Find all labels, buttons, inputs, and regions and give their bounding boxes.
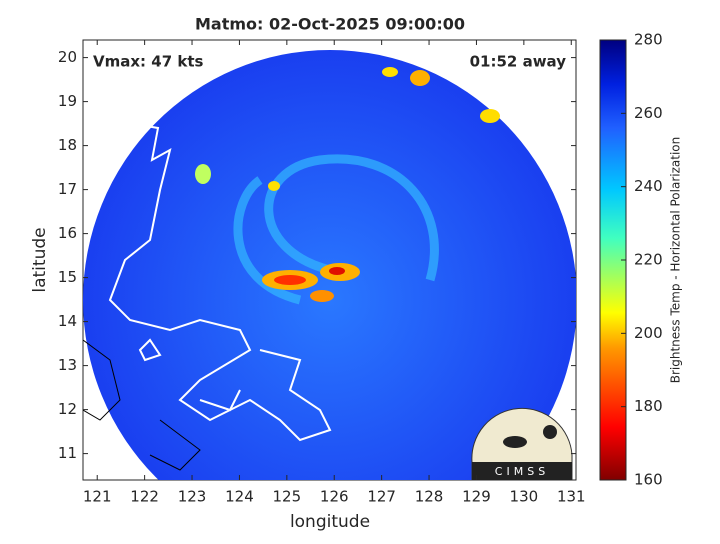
y-tick-label: 17 <box>58 180 77 198</box>
colorbar-tick-label: 240 <box>634 177 663 195</box>
logo: CIMSS <box>471 407 573 480</box>
x-tick-label: 127 <box>367 488 396 506</box>
x-tick-label: 129 <box>462 488 491 506</box>
colorbar-label: Brightness Temp - Horizontal Polarizatio… <box>669 137 683 384</box>
colorbar-tick-label: 180 <box>634 397 663 415</box>
y-axis-label: latitude <box>30 227 50 292</box>
title: Matmo: 02-Oct-2025 09:00:00 <box>195 15 465 34</box>
imagery: CIMSS <box>83 50 576 480</box>
y-tick-label: 11 <box>58 444 77 462</box>
x-tick-label: 121 <box>83 488 112 506</box>
x-tick-label: 125 <box>273 488 302 506</box>
colorbar-tick-label: 280 <box>634 31 663 49</box>
colorbar-tick-label: 160 <box>634 471 663 489</box>
y-tick-label: 18 <box>58 136 77 154</box>
y-tick-label: 13 <box>58 356 77 374</box>
y-tick-label: 14 <box>58 312 77 330</box>
x-tick-label: 122 <box>130 488 159 506</box>
x-tick-label: 126 <box>320 488 349 506</box>
x-tick-label: 123 <box>178 488 207 506</box>
logo-text: CIMSS <box>495 465 549 478</box>
y-tick-label: 19 <box>58 92 77 110</box>
annotation: Vmax: 47 kts <box>93 53 203 71</box>
coastline <box>84 119 332 442</box>
y-tick-label: 20 <box>58 48 77 66</box>
y-tick-label: 16 <box>58 224 77 242</box>
x-tick-label: 131 <box>557 488 586 506</box>
x-tick-label: 128 <box>415 488 444 506</box>
y-tick-label: 15 <box>58 268 77 286</box>
cold-cloud-blobs <box>195 67 500 302</box>
colorbar-tick-label: 260 <box>634 104 663 122</box>
y-tick-label: 12 <box>58 400 77 418</box>
colorbar-tick-label: 220 <box>634 251 663 269</box>
x-tick-label: 124 <box>225 488 254 506</box>
annotation: 01:52 away <box>470 53 567 71</box>
colorbar-tick-label: 200 <box>634 324 663 342</box>
x-axis-label: longitude <box>290 512 370 532</box>
x-tick-label: 130 <box>510 488 539 506</box>
